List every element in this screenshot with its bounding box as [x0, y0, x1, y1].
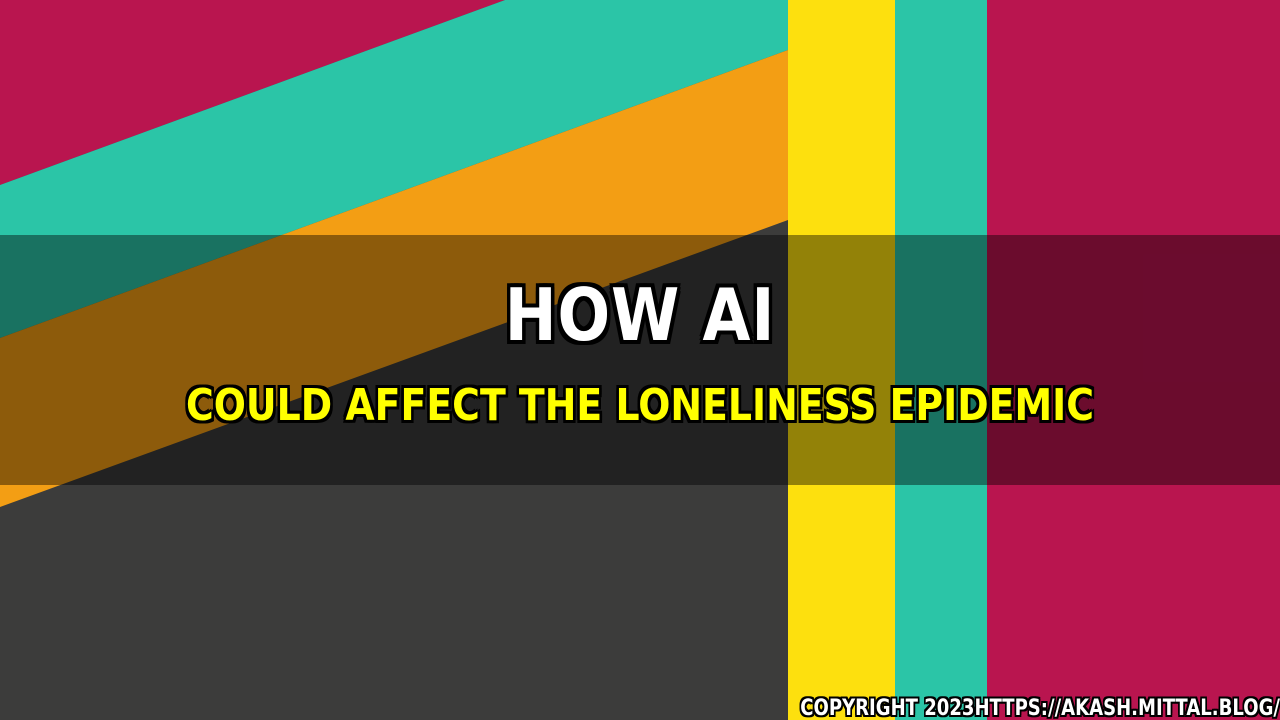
teal-vertical-stripe	[895, 0, 987, 720]
teal-diagonal-stripe	[0, 0, 788, 338]
headline-subtitle: COULD AFFECT THE LONELINESS EPIDEMIC	[185, 380, 1094, 431]
headline-title: HOW AI	[504, 273, 776, 357]
copyright-notice: COPYRIGHT 2023HTTPS://AKASH.MITTAL.BLOG/	[800, 696, 1280, 720]
yellow-vertical-stripe	[788, 0, 895, 720]
crimson-vertical-block	[987, 0, 1280, 720]
dark-overlay-band	[0, 235, 1280, 485]
orange-diagonal-stripe	[0, 50, 788, 507]
